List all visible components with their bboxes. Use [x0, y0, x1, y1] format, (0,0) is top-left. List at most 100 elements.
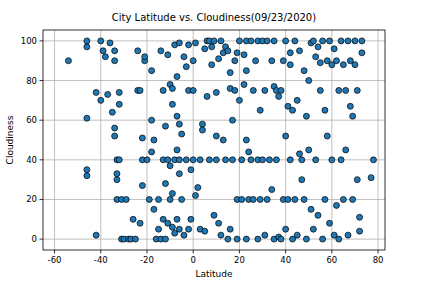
point	[315, 212, 321, 218]
point	[167, 163, 173, 169]
grid-line	[54, 30, 55, 250]
point	[229, 157, 235, 163]
tick	[40, 239, 44, 240]
point	[193, 192, 199, 198]
point	[345, 232, 351, 238]
point	[211, 38, 217, 44]
point	[165, 157, 171, 163]
point	[317, 60, 323, 66]
point	[301, 68, 307, 74]
point	[209, 44, 215, 50]
tick-label: 0	[190, 255, 195, 265]
point	[98, 97, 104, 103]
point	[357, 228, 363, 234]
point	[239, 157, 245, 163]
point	[181, 54, 187, 60]
point	[206, 157, 212, 163]
point	[297, 151, 303, 157]
point	[190, 58, 196, 64]
point	[165, 52, 171, 58]
point	[294, 232, 300, 238]
point	[209, 62, 215, 68]
point	[93, 232, 99, 238]
point	[179, 131, 185, 137]
point	[156, 226, 162, 232]
point	[162, 181, 168, 187]
point	[116, 89, 122, 95]
point	[232, 87, 238, 93]
point	[139, 135, 145, 141]
point	[359, 50, 365, 56]
point	[116, 101, 122, 107]
point	[250, 87, 256, 93]
point	[195, 185, 201, 191]
tick	[193, 250, 194, 254]
point	[236, 97, 242, 103]
point	[306, 147, 312, 153]
point	[151, 206, 157, 212]
point	[84, 44, 90, 50]
point	[347, 103, 353, 109]
point	[354, 87, 360, 93]
tick-label: 80	[373, 255, 384, 265]
point	[186, 42, 192, 48]
point	[354, 177, 360, 183]
tick	[331, 250, 332, 254]
point	[317, 87, 323, 93]
point	[303, 113, 309, 119]
point	[211, 212, 217, 218]
point	[213, 157, 219, 163]
point	[236, 38, 242, 44]
point	[116, 157, 122, 163]
point	[204, 93, 210, 99]
point	[243, 137, 249, 143]
point	[287, 157, 293, 163]
point	[137, 220, 143, 226]
point	[137, 87, 143, 93]
point	[315, 44, 321, 50]
tick	[378, 250, 379, 254]
point	[100, 48, 106, 54]
grid-line	[43, 80, 385, 81]
point	[239, 196, 245, 202]
point	[241, 52, 247, 58]
point	[322, 107, 328, 113]
point	[232, 58, 238, 64]
point	[266, 157, 272, 163]
point	[260, 157, 266, 163]
point	[112, 133, 118, 139]
point	[225, 236, 231, 242]
point	[186, 226, 192, 232]
point	[338, 38, 344, 44]
point	[278, 236, 284, 242]
point	[199, 121, 205, 127]
point	[294, 97, 300, 103]
frame	[43, 30, 385, 250]
point	[174, 147, 180, 153]
point	[160, 87, 166, 93]
tick	[239, 250, 240, 254]
point	[278, 87, 284, 93]
tick-label: 20	[26, 194, 37, 204]
point	[313, 157, 319, 163]
point	[149, 68, 155, 74]
point	[324, 133, 330, 139]
tick-label: 60	[26, 115, 37, 125]
point	[327, 38, 333, 44]
point	[216, 56, 222, 62]
point	[84, 167, 90, 173]
point	[248, 38, 254, 44]
point	[322, 196, 328, 202]
point	[169, 101, 175, 107]
point	[243, 236, 249, 242]
point	[174, 113, 180, 119]
point	[223, 157, 229, 163]
point	[287, 62, 293, 68]
point	[190, 157, 196, 163]
point	[218, 232, 224, 238]
point	[338, 157, 344, 163]
point	[280, 58, 286, 64]
point	[188, 216, 194, 222]
point	[105, 91, 111, 97]
point	[350, 113, 356, 119]
